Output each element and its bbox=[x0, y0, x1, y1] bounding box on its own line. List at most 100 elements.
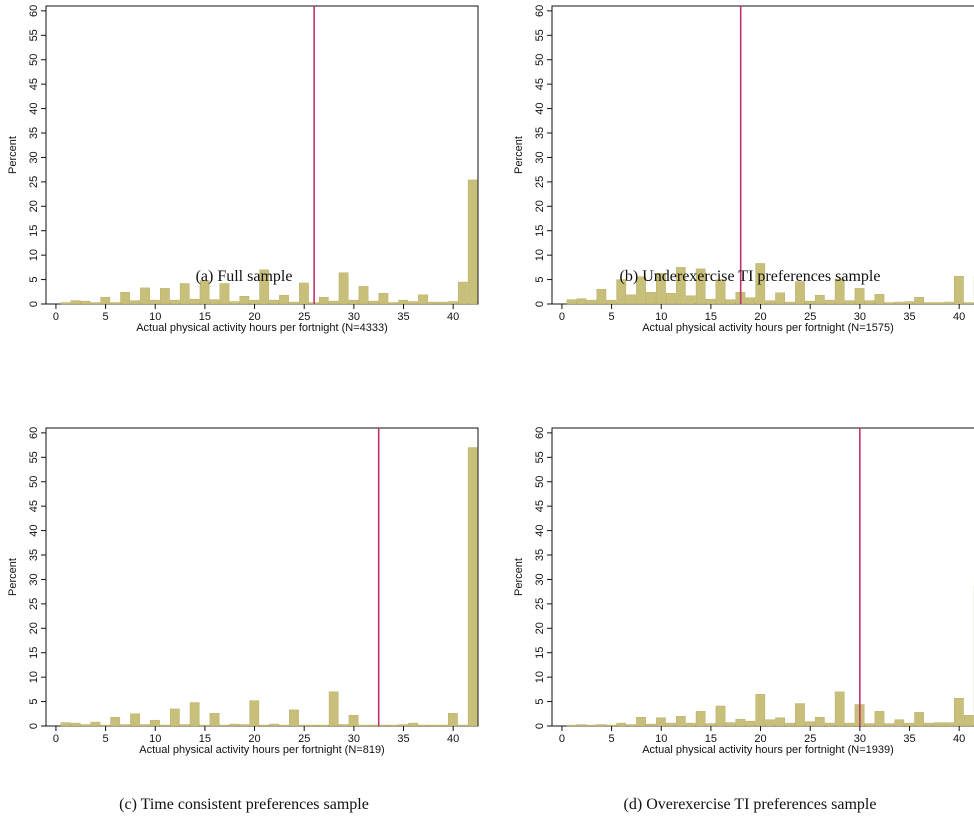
histogram-bar bbox=[60, 302, 71, 305]
histogram-bar bbox=[636, 717, 646, 727]
histogram-bar bbox=[289, 301, 299, 305]
histogram-full-sample: 0 5 10 15 20 25 30 35 40 0 5 10 15 20 25 30 35 40 45 50 55 60… bbox=[4, 4, 484, 334]
y-tick-label: 20 bbox=[534, 622, 546, 634]
y-tick-label: 30 bbox=[534, 151, 546, 163]
x-tick-label: 0 bbox=[559, 733, 565, 745]
x-tick-label: 20 bbox=[248, 733, 260, 745]
x-tick-label: 35 bbox=[397, 733, 409, 745]
y-axis-label: Percent bbox=[7, 558, 19, 596]
caption-overexercise-sample: (d) Overexercise TI preferences sample bbox=[623, 796, 877, 813]
x-tick-label: 15 bbox=[705, 311, 717, 323]
y-axis-label: Percent bbox=[7, 136, 19, 174]
histogram-bar bbox=[467, 447, 478, 727]
histogram-bar bbox=[80, 724, 91, 727]
histogram-bar bbox=[765, 300, 776, 305]
histogram-bar bbox=[428, 724, 438, 727]
histogram-bar bbox=[299, 724, 309, 727]
histogram-bar bbox=[279, 295, 289, 305]
histogram-bar bbox=[398, 724, 409, 727]
histogram-bar bbox=[646, 723, 656, 727]
histogram-bar bbox=[755, 694, 766, 727]
histogram-bar bbox=[954, 697, 964, 727]
y-tick-label: 35 bbox=[534, 127, 546, 139]
histogram-bar bbox=[388, 724, 399, 727]
histogram-bar bbox=[705, 723, 716, 727]
histogram-bar bbox=[80, 300, 91, 305]
histogram-bar bbox=[795, 703, 805, 727]
histogram-bar bbox=[646, 292, 656, 305]
histogram-bar bbox=[735, 718, 746, 727]
x-tick-label: 35 bbox=[903, 733, 915, 745]
histogram-bar bbox=[448, 301, 458, 305]
histogram-bar bbox=[110, 302, 121, 305]
histogram-bar bbox=[656, 717, 666, 727]
histogram-bar bbox=[90, 302, 101, 305]
y-tick-label: 50 bbox=[28, 54, 40, 66]
histogram-bar bbox=[199, 724, 210, 727]
y-tick-label: 30 bbox=[28, 573, 40, 585]
x-axis-label: Actual physical activity hours per fortn… bbox=[642, 744, 894, 756]
histogram-bar bbox=[348, 715, 359, 727]
histogram-bar bbox=[785, 722, 795, 727]
histogram-bar bbox=[348, 299, 359, 305]
histogram-bar bbox=[418, 294, 428, 305]
x-tick-label: 10 bbox=[655, 311, 667, 323]
histogram-bar bbox=[269, 723, 279, 727]
histogram-bar bbox=[854, 288, 865, 305]
histogram-bar bbox=[120, 724, 131, 727]
histogram-bar bbox=[160, 724, 170, 727]
histogram-bar bbox=[715, 705, 726, 727]
x-tick-label: 10 bbox=[149, 733, 161, 745]
x-tick-label: 25 bbox=[298, 733, 310, 745]
x-tick-label: 20 bbox=[754, 311, 766, 323]
y-tick-label: 60 bbox=[534, 5, 546, 17]
histogram-bar bbox=[438, 724, 448, 727]
y-tick-label: 45 bbox=[28, 78, 40, 90]
y-tick-label: 60 bbox=[28, 5, 40, 17]
histogram-bar bbox=[914, 712, 925, 727]
histogram-bar bbox=[904, 301, 915, 305]
histogram-bar bbox=[457, 724, 468, 727]
y-tick-label: 10 bbox=[28, 249, 40, 261]
x-tick-label: 30 bbox=[854, 311, 866, 323]
histogram-bar bbox=[219, 724, 230, 727]
histogram-bar bbox=[685, 295, 696, 305]
histogram-bar bbox=[616, 722, 627, 727]
y-tick-label: 55 bbox=[28, 29, 40, 41]
histogram-bar bbox=[438, 301, 448, 305]
y-tick-label: 0 bbox=[534, 301, 546, 307]
histogram-bar bbox=[894, 719, 905, 727]
histogram-bar bbox=[963, 302, 974, 305]
y-tick-label: 40 bbox=[534, 102, 546, 114]
x-tick-label: 15 bbox=[199, 311, 211, 323]
x-tick-label: 30 bbox=[854, 733, 866, 745]
x-tick-label: 30 bbox=[348, 311, 360, 323]
histogram-bar bbox=[289, 709, 299, 727]
histogram-bar bbox=[150, 299, 160, 305]
x-tick-label: 40 bbox=[953, 733, 965, 745]
histogram-bar bbox=[586, 724, 597, 727]
y-tick-label: 50 bbox=[534, 54, 546, 66]
histogram-bar bbox=[239, 724, 250, 727]
y-tick-label: 30 bbox=[28, 151, 40, 163]
histogram-bar bbox=[259, 724, 270, 727]
caption-time-consistent-sample: (c) Time consistent preferences sample bbox=[119, 796, 369, 813]
histogram-bar bbox=[814, 717, 825, 727]
x-axis-label: Actual physical activity hours per fortn… bbox=[642, 322, 894, 334]
histogram-bar bbox=[606, 299, 617, 305]
histogram-bar bbox=[388, 302, 399, 305]
y-axis-label: Percent bbox=[513, 558, 525, 596]
histogram-bar bbox=[448, 713, 458, 727]
chart-svg-a: 0 5 10 15 20 25 30 35 40 0 5 10 15 20 25 30 35 40 45 50 55 60… bbox=[7, 5, 479, 334]
x-tick-label: 40 bbox=[447, 311, 459, 323]
histogram-bar bbox=[596, 289, 607, 305]
histogram-bar bbox=[586, 299, 597, 305]
y-tick-label: 5 bbox=[534, 277, 546, 283]
chart-svg-b: 0 5 10 15 20 25 30 35 40 0 5 10 15 20 25 30 35 40 45 50 55 60… bbox=[513, 5, 974, 334]
histogram-bar bbox=[626, 724, 637, 727]
histogram-bar bbox=[894, 301, 905, 305]
histogram-bar bbox=[328, 691, 339, 727]
histogram-bar bbox=[805, 721, 815, 727]
histogram-bar bbox=[259, 269, 270, 305]
y-tick-label: 40 bbox=[28, 524, 40, 536]
